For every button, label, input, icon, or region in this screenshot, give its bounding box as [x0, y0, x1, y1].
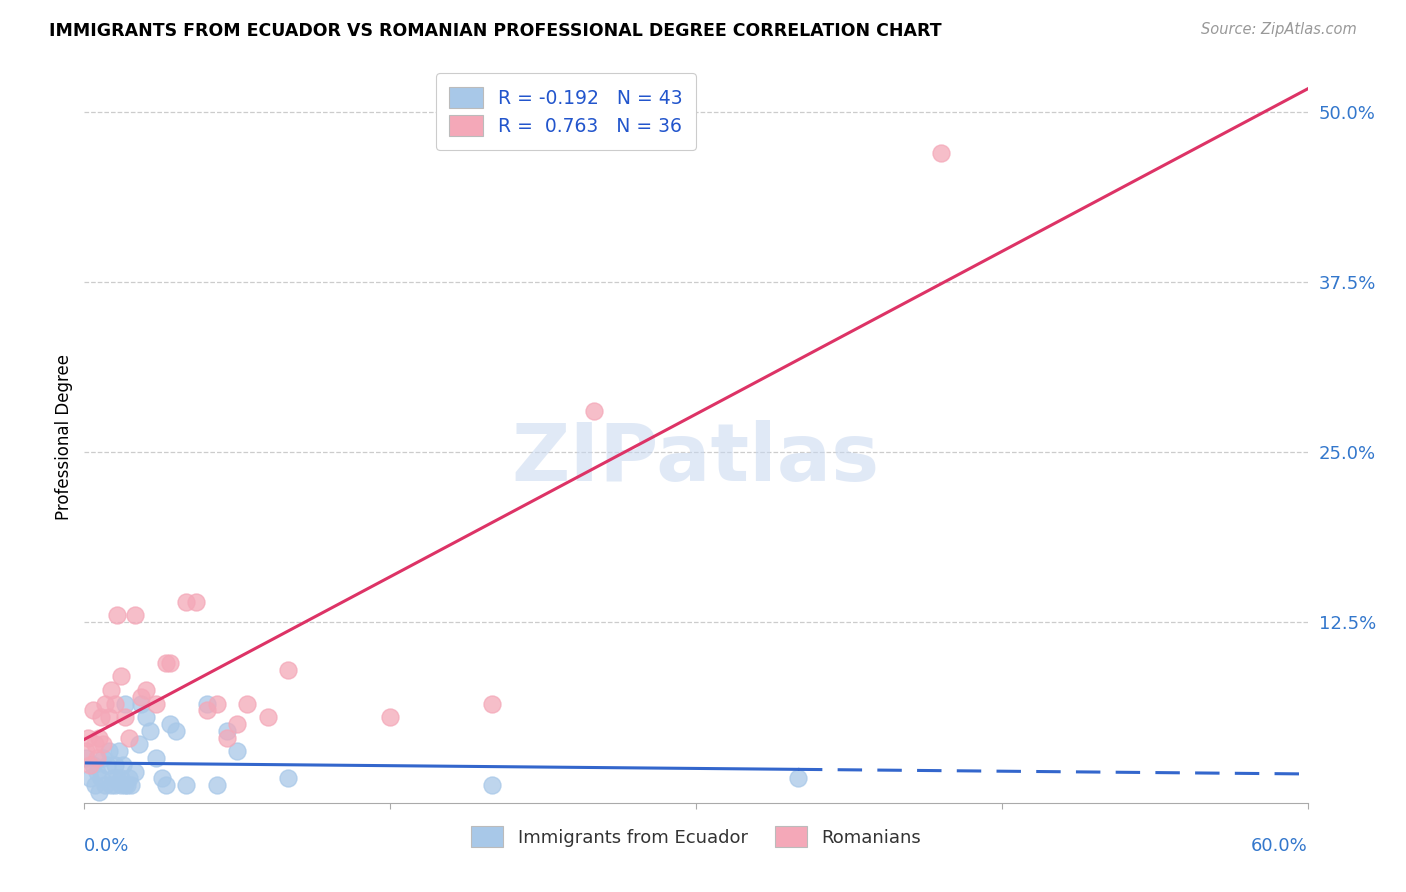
Point — [135, 682, 157, 697]
Point — [481, 778, 503, 792]
Point — [79, 772, 101, 786]
Point — [91, 751, 114, 765]
Point — [83, 778, 105, 792]
Point — [155, 778, 177, 792]
Point — [82, 757, 104, 772]
Point — [79, 757, 101, 772]
Point — [112, 757, 135, 772]
Point — [105, 608, 128, 623]
Point — [128, 737, 150, 751]
Point — [195, 697, 218, 711]
Point — [86, 751, 108, 765]
Text: Source: ZipAtlas.com: Source: ZipAtlas.com — [1201, 22, 1357, 37]
Point — [105, 772, 128, 786]
Point — [75, 751, 97, 765]
Text: 60.0%: 60.0% — [1251, 837, 1308, 855]
Point — [100, 778, 122, 792]
Text: IMMIGRANTS FROM ECUADOR VS ROMANIAN PROFESSIONAL DEGREE CORRELATION CHART: IMMIGRANTS FROM ECUADOR VS ROMANIAN PROF… — [49, 22, 942, 40]
Point — [101, 772, 124, 786]
Point — [929, 145, 952, 160]
Point — [114, 697, 136, 711]
Point — [131, 697, 153, 711]
Point — [118, 772, 141, 786]
Point — [787, 772, 810, 786]
Point — [82, 703, 104, 717]
Point — [90, 772, 112, 786]
Point — [165, 723, 187, 738]
Text: 0.0%: 0.0% — [84, 837, 129, 855]
Point — [150, 772, 173, 786]
Point — [115, 778, 138, 792]
Point — [135, 710, 157, 724]
Point — [110, 778, 132, 792]
Point — [124, 764, 146, 779]
Point — [100, 682, 122, 697]
Point — [159, 717, 181, 731]
Point — [186, 594, 208, 608]
Point — [195, 703, 218, 717]
Point — [205, 778, 228, 792]
Point — [97, 744, 120, 758]
Point — [86, 764, 108, 779]
Point — [217, 731, 239, 745]
Point — [159, 656, 181, 670]
Point — [236, 697, 259, 711]
Legend: Immigrants from Ecuador, Romanians: Immigrants from Ecuador, Romanians — [458, 814, 934, 860]
Point — [118, 731, 141, 745]
Text: ZIPatlas: ZIPatlas — [512, 420, 880, 498]
Point — [96, 757, 118, 772]
Point — [104, 757, 127, 772]
Point — [104, 697, 127, 711]
Point — [75, 744, 97, 758]
Point — [108, 744, 131, 758]
Point — [277, 772, 299, 786]
Point — [380, 710, 402, 724]
Point — [174, 778, 197, 792]
Point — [145, 697, 167, 711]
Point — [77, 731, 100, 745]
Point — [83, 737, 105, 751]
Point — [226, 717, 249, 731]
Y-axis label: Professional Degree: Professional Degree — [55, 354, 73, 520]
Point — [205, 697, 228, 711]
Point — [217, 723, 239, 738]
Point — [87, 785, 110, 799]
Point — [145, 751, 167, 765]
Point — [93, 778, 115, 792]
Point — [583, 404, 606, 418]
Point — [120, 778, 142, 792]
Point — [174, 594, 197, 608]
Point — [91, 737, 114, 751]
Point — [97, 710, 120, 724]
Point — [90, 710, 112, 724]
Point — [124, 608, 146, 623]
Point — [87, 731, 110, 745]
Point — [226, 744, 249, 758]
Point — [277, 663, 299, 677]
Point — [155, 656, 177, 670]
Point — [104, 778, 127, 792]
Point — [138, 723, 160, 738]
Point — [93, 697, 115, 711]
Point — [114, 710, 136, 724]
Point — [110, 669, 132, 683]
Point — [131, 690, 153, 704]
Point — [257, 710, 280, 724]
Point — [114, 778, 136, 792]
Point — [481, 697, 503, 711]
Point — [110, 772, 132, 786]
